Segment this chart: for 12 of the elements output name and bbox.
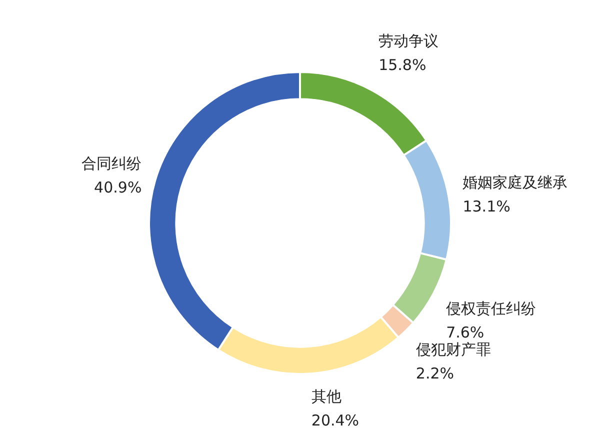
data-label: 13.1% <box>462 198 510 216</box>
slice-label: 侵权责任纠纷 <box>446 300 536 318</box>
slice-label: 合同纠纷 <box>82 154 142 172</box>
slice-label: 其他 <box>311 387 342 406</box>
data-label: 40.9% <box>94 178 142 196</box>
data-label: 15.8% <box>378 56 426 74</box>
data-label: 20.4% <box>311 411 360 430</box>
slice-label: 婚姻家庭及继承 <box>462 174 568 192</box>
slice-label: 侵犯财产罪 <box>416 340 491 358</box>
data-label: 7.6% <box>446 324 484 342</box>
data-label: 2.2% <box>416 364 454 382</box>
slice-label: 劳动争议 <box>378 32 439 50</box>
